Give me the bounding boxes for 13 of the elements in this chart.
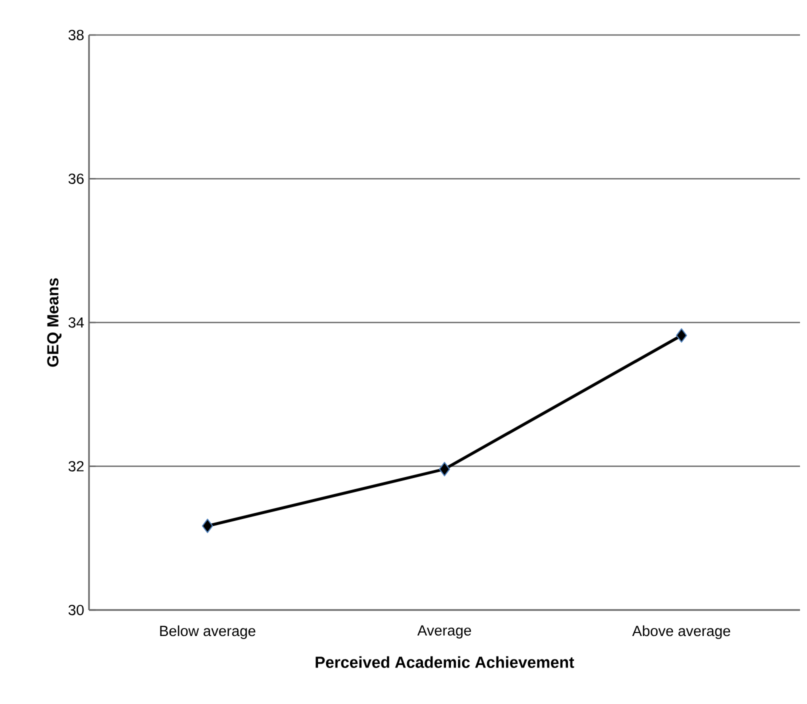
- point: [438, 462, 450, 476]
- point: [202, 518, 214, 534]
- y-tick-label: 38: [68, 30, 84, 40]
- y-tick-label: 32: [68, 461, 84, 472]
- x-tick-label: Average: [417, 625, 472, 638]
- y-axis-title: GEQ Means: [47, 278, 62, 367]
- x-tick-label: Below average: [160, 625, 256, 640]
- y-tick-label: 34: [68, 317, 84, 328]
- x-axis-title: Perceived Academic Achievement: [316, 656, 574, 668]
- point: [676, 328, 688, 343]
- x-tick-label: Above average: [632, 625, 730, 640]
- y-tick-label: 36: [68, 174, 84, 184]
- y-tick-label: 30: [68, 604, 84, 616]
